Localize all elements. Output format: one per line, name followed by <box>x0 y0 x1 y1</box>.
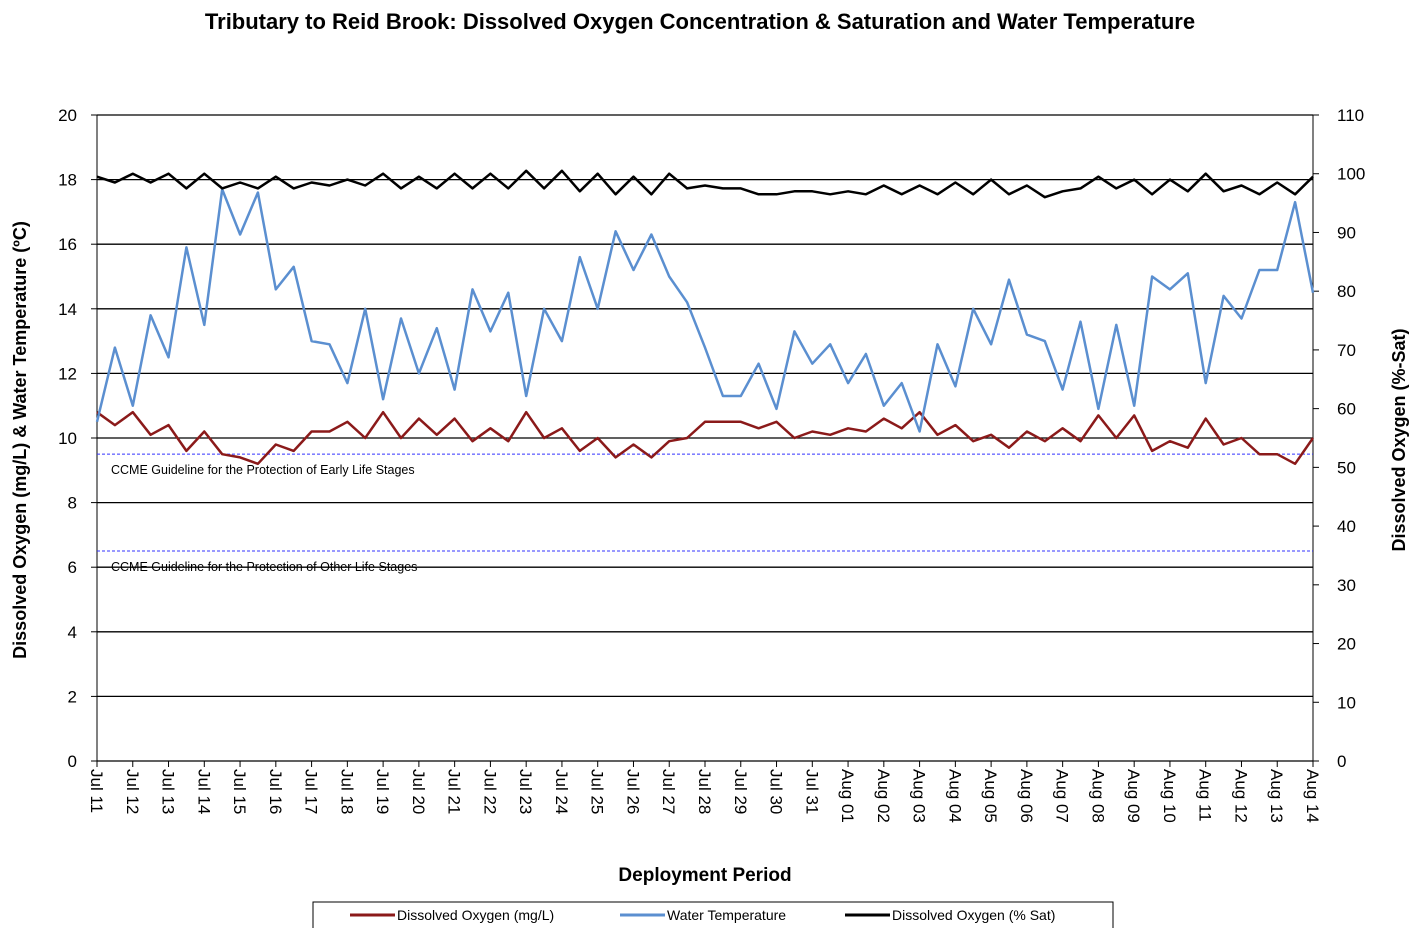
x-tick-label: Aug 13 <box>1267 769 1286 823</box>
x-tick-label: Jul 23 <box>516 769 535 814</box>
x-tick-label: Jul 11 <box>87 769 106 813</box>
series-line <box>96 410 1315 466</box>
x-tick-label: Aug 04 <box>945 769 964 823</box>
x-tick-label: Jul 26 <box>623 769 642 814</box>
y2-tick-label: 10 <box>1337 693 1356 712</box>
x-tick-label: Jul 12 <box>123 769 142 814</box>
x-tick-label: Jul 28 <box>695 769 714 814</box>
x-tick-label: Aug 06 <box>1017 769 1036 823</box>
x-tick-label: Jul 13 <box>159 769 178 814</box>
y-tick-label: 8 <box>68 494 77 513</box>
series-line <box>96 169 1314 199</box>
x-tick-label: Jul 22 <box>480 769 499 814</box>
y2-axis-label: Dissolved Oxygen (%-Sat) <box>1389 328 1409 551</box>
y-axis-label: Dissolved Oxygen (mg/L) & Water Temperat… <box>10 221 30 659</box>
x-tick-label: Jul 16 <box>266 769 285 814</box>
legend-label: Dissolved Oxygen (mg/L) <box>397 907 554 923</box>
x-tick-label: Jul 18 <box>337 769 356 814</box>
y2-tick-label: 60 <box>1337 400 1356 419</box>
x-tick-label: Aug 12 <box>1231 769 1250 823</box>
y2-tick-label: 20 <box>1337 635 1356 654</box>
x-tick-label: Aug 07 <box>1053 769 1072 823</box>
x-tick-label: Jul 25 <box>588 769 607 814</box>
y2-tick-label: 80 <box>1337 282 1356 301</box>
x-tick-label: Jul 17 <box>302 769 321 814</box>
x-tick-label: Jul 15 <box>230 769 249 814</box>
y-tick-label: 2 <box>68 687 77 706</box>
x-tick-label: Jul 30 <box>767 769 786 814</box>
y2-tick-label: 50 <box>1337 458 1356 477</box>
y-tick-label: 10 <box>58 429 77 448</box>
x-tick-label: Jul 29 <box>731 769 750 814</box>
y2-tick-label: 100 <box>1337 165 1365 184</box>
y-tick-label: 0 <box>68 752 77 771</box>
y-tick-label: 16 <box>58 235 77 254</box>
y2-tick-label: 90 <box>1337 223 1356 242</box>
y2-tick-label: 40 <box>1337 517 1356 536</box>
x-tick-label: Jul 14 <box>194 769 213 814</box>
legend-label: Dissolved Oxygen (% Sat) <box>892 907 1055 923</box>
x-tick-label: Aug 01 <box>838 769 857 823</box>
series-line <box>95 188 1315 433</box>
x-axis-label: Deployment Period <box>618 865 791 886</box>
y-tick-label: 20 <box>58 106 77 125</box>
x-tick-label: Jul 24 <box>552 769 571 814</box>
y-tick-label: 14 <box>58 300 77 319</box>
y2-tick-label: 110 <box>1337 106 1364 125</box>
x-tick-label: Aug 02 <box>874 769 893 823</box>
x-tick-label: Jul 27 <box>659 769 678 814</box>
x-tick-label: Aug 10 <box>1160 769 1179 823</box>
y-tick-label: 6 <box>68 558 77 577</box>
x-tick-label: Aug 03 <box>910 769 929 823</box>
guideline-label: CCME Guideline for the Protection of Oth… <box>111 560 417 574</box>
y-tick-label: 18 <box>58 171 77 190</box>
y2-tick-label: 70 <box>1337 341 1356 360</box>
x-tick-label: Aug 09 <box>1124 769 1143 823</box>
x-tick-label: Aug 14 <box>1303 769 1322 823</box>
x-tick-label: Jul 20 <box>409 769 428 814</box>
x-tick-label: Aug 08 <box>1088 769 1107 823</box>
chart-title: Tributary to Reid Brook: Dissolved Oxyge… <box>204 9 1196 34</box>
legend-box <box>312 901 1114 928</box>
guideline-label: CCME Guideline for the Protection of Ear… <box>111 463 415 477</box>
x-tick-label: Jul 19 <box>373 769 392 814</box>
x-tick-label: Jul 21 <box>445 769 464 814</box>
y-tick-label: 4 <box>68 623 77 642</box>
x-tick-label: Aug 11 <box>1196 769 1215 822</box>
y2-tick-label: 0 <box>1337 752 1346 771</box>
x-tick-label: Aug 05 <box>981 769 1000 823</box>
y2-tick-label: 30 <box>1337 576 1356 595</box>
x-tick-label: Jul 31 <box>802 769 821 814</box>
y-tick-label: 12 <box>58 364 77 383</box>
legend-label: Water Temperature <box>667 907 786 923</box>
